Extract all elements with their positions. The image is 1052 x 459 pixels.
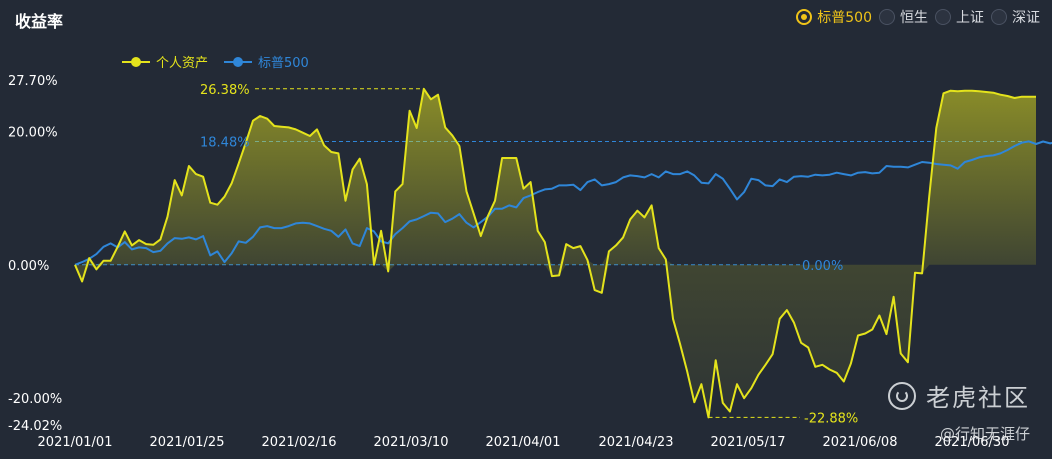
watermark-user: @行知无涯仔 <box>939 425 1030 443</box>
portfolio-min-label: -22.88% <box>804 411 858 426</box>
legend-line-dot-icon <box>122 56 150 67</box>
x-tick-label: 2021/01/25 <box>150 435 225 450</box>
radio-icon <box>879 9 895 25</box>
benchmark-label: 上证 <box>956 10 984 26</box>
benchmark-option-shanghai[interactable]: 上证 <box>935 7 984 27</box>
x-tick-label: 2021/06/08 <box>823 435 898 450</box>
benchmark-label: 标普500 <box>817 10 872 26</box>
legend-label: 标普500 <box>258 56 309 71</box>
x-tick-label: 2021/02/16 <box>262 435 337 450</box>
y-tick-label: 27.70% <box>8 74 58 89</box>
legend-item-benchmark[interactable]: 标普500 <box>224 52 309 71</box>
watermark: 老虎社区 @行知无涯仔 <box>888 378 1030 444</box>
radio-icon <box>935 9 951 25</box>
y-tick-label: 20.00% <box>8 125 58 140</box>
x-tick-label: 2021/04/01 <box>486 435 561 450</box>
legend-label: 个人资产 <box>156 56 209 71</box>
benchmark-selector: 标普500 恒生 上证 深证 <box>796 7 1040 27</box>
radio-icon <box>796 9 813 25</box>
x-tick-label: 2021/03/10 <box>374 435 449 450</box>
portfolio-max-label: 26.38% <box>200 83 250 98</box>
chart-title: 收益率 <box>15 12 64 31</box>
y-tick-label: 0.00% <box>8 259 49 274</box>
x-tick-label: 2021/06/30 <box>935 435 1010 450</box>
x-tick-label: 2021/01/01 <box>38 435 113 450</box>
y-tick-label: -24.02% <box>8 419 62 434</box>
zero-label: 0.00% <box>802 259 843 274</box>
benchmark-label: 恒生 <box>900 10 928 26</box>
portfolio-series-line <box>74 87 1036 419</box>
legend-item-portfolio[interactable]: 个人资产 <box>122 52 208 71</box>
radio-icon <box>991 9 1007 25</box>
y-tick-label: -20.00% <box>8 392 62 407</box>
watermark-brand: 老虎社区 <box>926 384 1030 412</box>
benchmark-series-line <box>74 140 1052 266</box>
portfolio-area-positive <box>75 88 1036 265</box>
benchmark-option-shenzhen[interactable]: 深证 <box>991 7 1040 27</box>
benchmark-max-label: 18.48% <box>200 136 250 151</box>
benchmark-option-hang-seng[interactable]: 恒生 <box>879 7 928 27</box>
tiger-logo-icon <box>888 381 916 410</box>
legend-line-dot-icon <box>224 56 253 67</box>
portfolio-area-negative <box>75 264 1036 418</box>
chart-legend: 个人资产 标普500 <box>122 52 309 71</box>
benchmark-option-sp500[interactable]: 标普500 <box>796 7 872 27</box>
x-tick-label: 2021/04/23 <box>599 435 674 450</box>
benchmark-label: 深证 <box>1012 10 1040 26</box>
x-tick-label: 2021/05/17 <box>711 435 786 450</box>
